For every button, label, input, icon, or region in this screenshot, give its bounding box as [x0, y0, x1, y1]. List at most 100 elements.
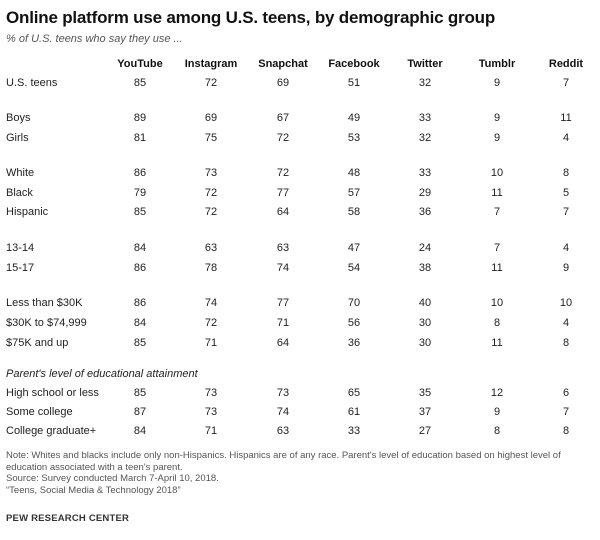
table-cell: 35 — [418, 387, 432, 399]
section-label: Parent's level of educational attainment — [6, 368, 198, 380]
row-label: Less than $30K — [6, 297, 83, 309]
column-header: Facebook — [328, 58, 380, 70]
row-label: $75K and up — [6, 337, 69, 349]
table-cell: 10 — [559, 297, 573, 309]
table-cell: 63 — [204, 242, 218, 254]
table-cell: 48 — [347, 167, 361, 179]
table-cell: 54 — [347, 262, 361, 274]
table-cell: 40 — [418, 297, 432, 309]
table-cell: 73 — [204, 167, 218, 179]
table-cell: 72 — [276, 167, 290, 179]
column-header: YouTube — [117, 58, 163, 70]
table-cell: 8 — [493, 425, 501, 437]
table-cell: 30 — [418, 317, 432, 329]
table-cell: 7 — [493, 242, 501, 254]
chart-subtitle: % of U.S. teens who say they use ... — [6, 33, 183, 45]
table-cell: 30 — [418, 337, 432, 349]
table-cell: 73 — [204, 406, 218, 418]
table-cell: 74 — [276, 406, 290, 418]
column-header: Twitter — [407, 58, 443, 70]
table-cell: 84 — [133, 425, 147, 437]
column-header: Reddit — [548, 58, 584, 70]
table-cell: 85 — [133, 387, 147, 399]
column-header: Instagram — [184, 58, 238, 70]
table-cell: 71 — [276, 317, 290, 329]
table-cell: 69 — [204, 112, 218, 124]
row-label: Girls — [6, 132, 29, 144]
table-cell: 7 — [562, 406, 570, 418]
row-label: White — [6, 167, 35, 179]
table-cell: 72 — [204, 317, 218, 329]
note-text: Note: Whites and blacks include only non… — [6, 450, 561, 473]
table-cell: 61 — [347, 406, 361, 418]
table-cell: 9 — [493, 112, 501, 124]
table-cell: 84 — [133, 317, 147, 329]
table-cell: 72 — [204, 187, 218, 199]
table-cell: 36 — [418, 206, 432, 218]
table-cell: 8 — [493, 317, 501, 329]
table-cell: 7 — [493, 206, 501, 218]
table-cell: 4 — [562, 132, 570, 144]
table-cell: 11 — [491, 337, 503, 349]
table-cell: 74 — [276, 262, 290, 274]
table-cell: 7 — [562, 77, 570, 89]
table-cell: 7 — [562, 206, 570, 218]
table-cell: 86 — [133, 262, 147, 274]
table-cell: 57 — [347, 187, 361, 199]
table-cell: 9 — [493, 406, 501, 418]
table-cell: 4 — [562, 242, 570, 254]
row-label: High school or less — [6, 387, 99, 399]
table-cell: 11 — [491, 187, 503, 199]
table-cell: 67 — [276, 112, 290, 124]
table-cell: 53 — [347, 132, 361, 144]
table-cell: 70 — [347, 297, 361, 309]
table-cell: 27 — [418, 425, 432, 437]
table-cell: 86 — [133, 167, 147, 179]
table-cell: 71 — [204, 337, 218, 349]
table-cell: 87 — [133, 406, 147, 418]
table-cell: 71 — [204, 425, 218, 437]
table-cell: 85 — [133, 77, 147, 89]
table-cell: 9 — [493, 77, 501, 89]
table-cell: 81 — [133, 132, 147, 144]
table-cell: 11 — [491, 262, 503, 274]
notes: Note: Whites and blacks include only non… — [6, 450, 591, 496]
table-cell: 47 — [347, 242, 361, 254]
row-label: Boys — [6, 112, 31, 124]
table-cell: 24 — [418, 242, 432, 254]
table-cell: 75 — [204, 132, 218, 144]
row-label: 15-17 — [6, 262, 35, 274]
table-cell: 73 — [276, 387, 290, 399]
row-label: $30K to $74,999 — [6, 317, 87, 329]
table-cell: 77 — [276, 297, 290, 309]
chart-title: Online platform use among U.S. teens, by… — [6, 8, 496, 27]
table-cell: 33 — [347, 425, 361, 437]
column-header: Snapchat — [258, 58, 308, 70]
table-cell: 8 — [562, 167, 570, 179]
source-text: Source: Survey conducted March 7-April 1… — [6, 473, 219, 484]
column-header: Tumblr — [478, 58, 516, 70]
table-cell: 6 — [562, 387, 570, 399]
table-cell: 64 — [276, 337, 290, 349]
table-cell: 58 — [347, 206, 361, 218]
table-cell: 69 — [276, 77, 290, 89]
table-cell: 12 — [490, 387, 504, 399]
report-title: “Teens, Social Media & Technology 2018” — [6, 484, 181, 496]
table-cell: 65 — [347, 387, 361, 399]
row-label: Some college — [6, 406, 73, 418]
table-cell: 9 — [562, 262, 570, 274]
row-label: College graduate+ — [6, 425, 97, 437]
table-cell: 11 — [560, 112, 572, 124]
table-cell: 33 — [418, 167, 432, 179]
table-cell: 72 — [204, 206, 218, 218]
table-cell: 74 — [204, 297, 218, 309]
table-cell: 73 — [204, 387, 218, 399]
table-cell: 77 — [276, 187, 290, 199]
table-cell: 8 — [562, 425, 570, 437]
table-cell: 72 — [204, 77, 218, 89]
table-cell: 56 — [347, 317, 361, 329]
row-label: 13-14 — [6, 242, 35, 254]
pew-logo: PEW RESEARCH CENTER — [6, 513, 130, 524]
table-cell: 89 — [133, 112, 147, 124]
